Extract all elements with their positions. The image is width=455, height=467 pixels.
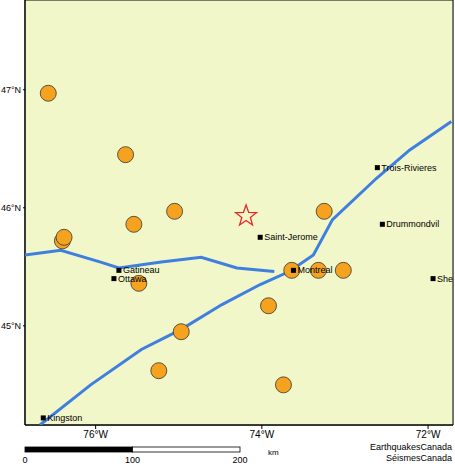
svg-text:46°N: 46°N xyxy=(8,203,21,213)
svg-text:Drummondvil: Drummondvil xyxy=(386,219,439,229)
svg-text:0: 0 xyxy=(22,455,27,465)
svg-text:SéismesCanada: SéismesCanada xyxy=(386,453,447,463)
svg-text:Gatineau: Gatineau xyxy=(122,265,160,276)
svg-text:EarthquakesCanada: EarthquakesCanada xyxy=(370,442,447,452)
svg-text:100: 100 xyxy=(125,455,140,465)
svg-text:km: km xyxy=(268,448,279,457)
svg-text:200: 200 xyxy=(232,455,247,465)
svg-text:45°N: 45°N xyxy=(8,321,21,331)
svg-text:Ottawa: Ottawa xyxy=(118,274,147,284)
svg-text:72°W: 72°W xyxy=(416,429,441,440)
svg-text:76°W: 76°W xyxy=(83,429,108,440)
svg-text:Kingston: Kingston xyxy=(47,413,82,423)
svg-text:47°N: 47°N xyxy=(8,85,21,95)
svg-text:Saint-Jerome: Saint-Jerome xyxy=(264,232,318,242)
svg-text:She: She xyxy=(437,274,447,284)
svg-text:Montreal: Montreal xyxy=(297,265,332,275)
svg-text:Trois-Rivieres: Trois-Rivieres xyxy=(381,163,437,173)
svg-text:74°W: 74°W xyxy=(250,429,275,440)
